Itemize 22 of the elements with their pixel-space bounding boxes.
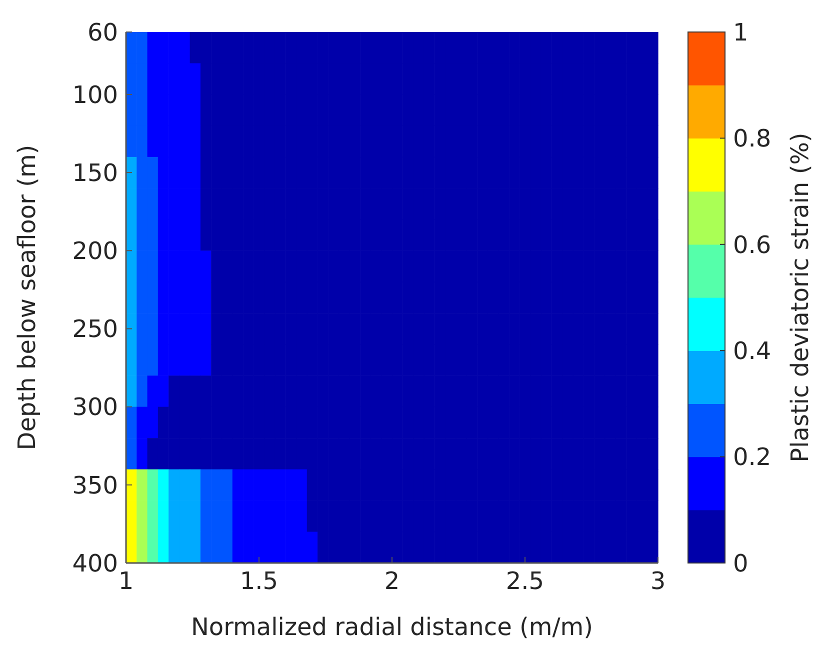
x-tick-label: 2.5 (506, 567, 544, 595)
color-bar-label: 1 (733, 18, 748, 46)
y-tick-label: 150 (72, 158, 118, 187)
y-tick-label: 300 (72, 393, 118, 422)
y-tick-label: 400 (72, 549, 118, 578)
x-tick-label: 1 (118, 567, 134, 595)
x-tick-label: 2 (384, 567, 400, 595)
color-bar-label: 0.6 (733, 230, 772, 259)
color-bar-label: 0 (733, 549, 748, 578)
y-axis-title: Depth below seafloor (m) (13, 144, 41, 450)
color-bar-label: 0.8 (733, 124, 772, 153)
y-tick-label: 200 (72, 237, 118, 266)
x-axis-title: Normalized radial distance (m/m) (190, 613, 594, 641)
x-tick-label: 3 (650, 567, 666, 595)
color-bar-label: 0.4 (733, 337, 772, 365)
y-tick-label: 350 (72, 471, 118, 500)
color-bar-title: Plastic deviatoric strain (%) (786, 132, 814, 462)
y-tick-label: 250 (72, 315, 118, 344)
x-tick-label: 1.5 (240, 567, 278, 595)
color-bar-label: 0.2 (733, 443, 772, 472)
y-tick-label: 100 (72, 80, 118, 109)
y-tick-label: 60 (87, 18, 118, 46)
